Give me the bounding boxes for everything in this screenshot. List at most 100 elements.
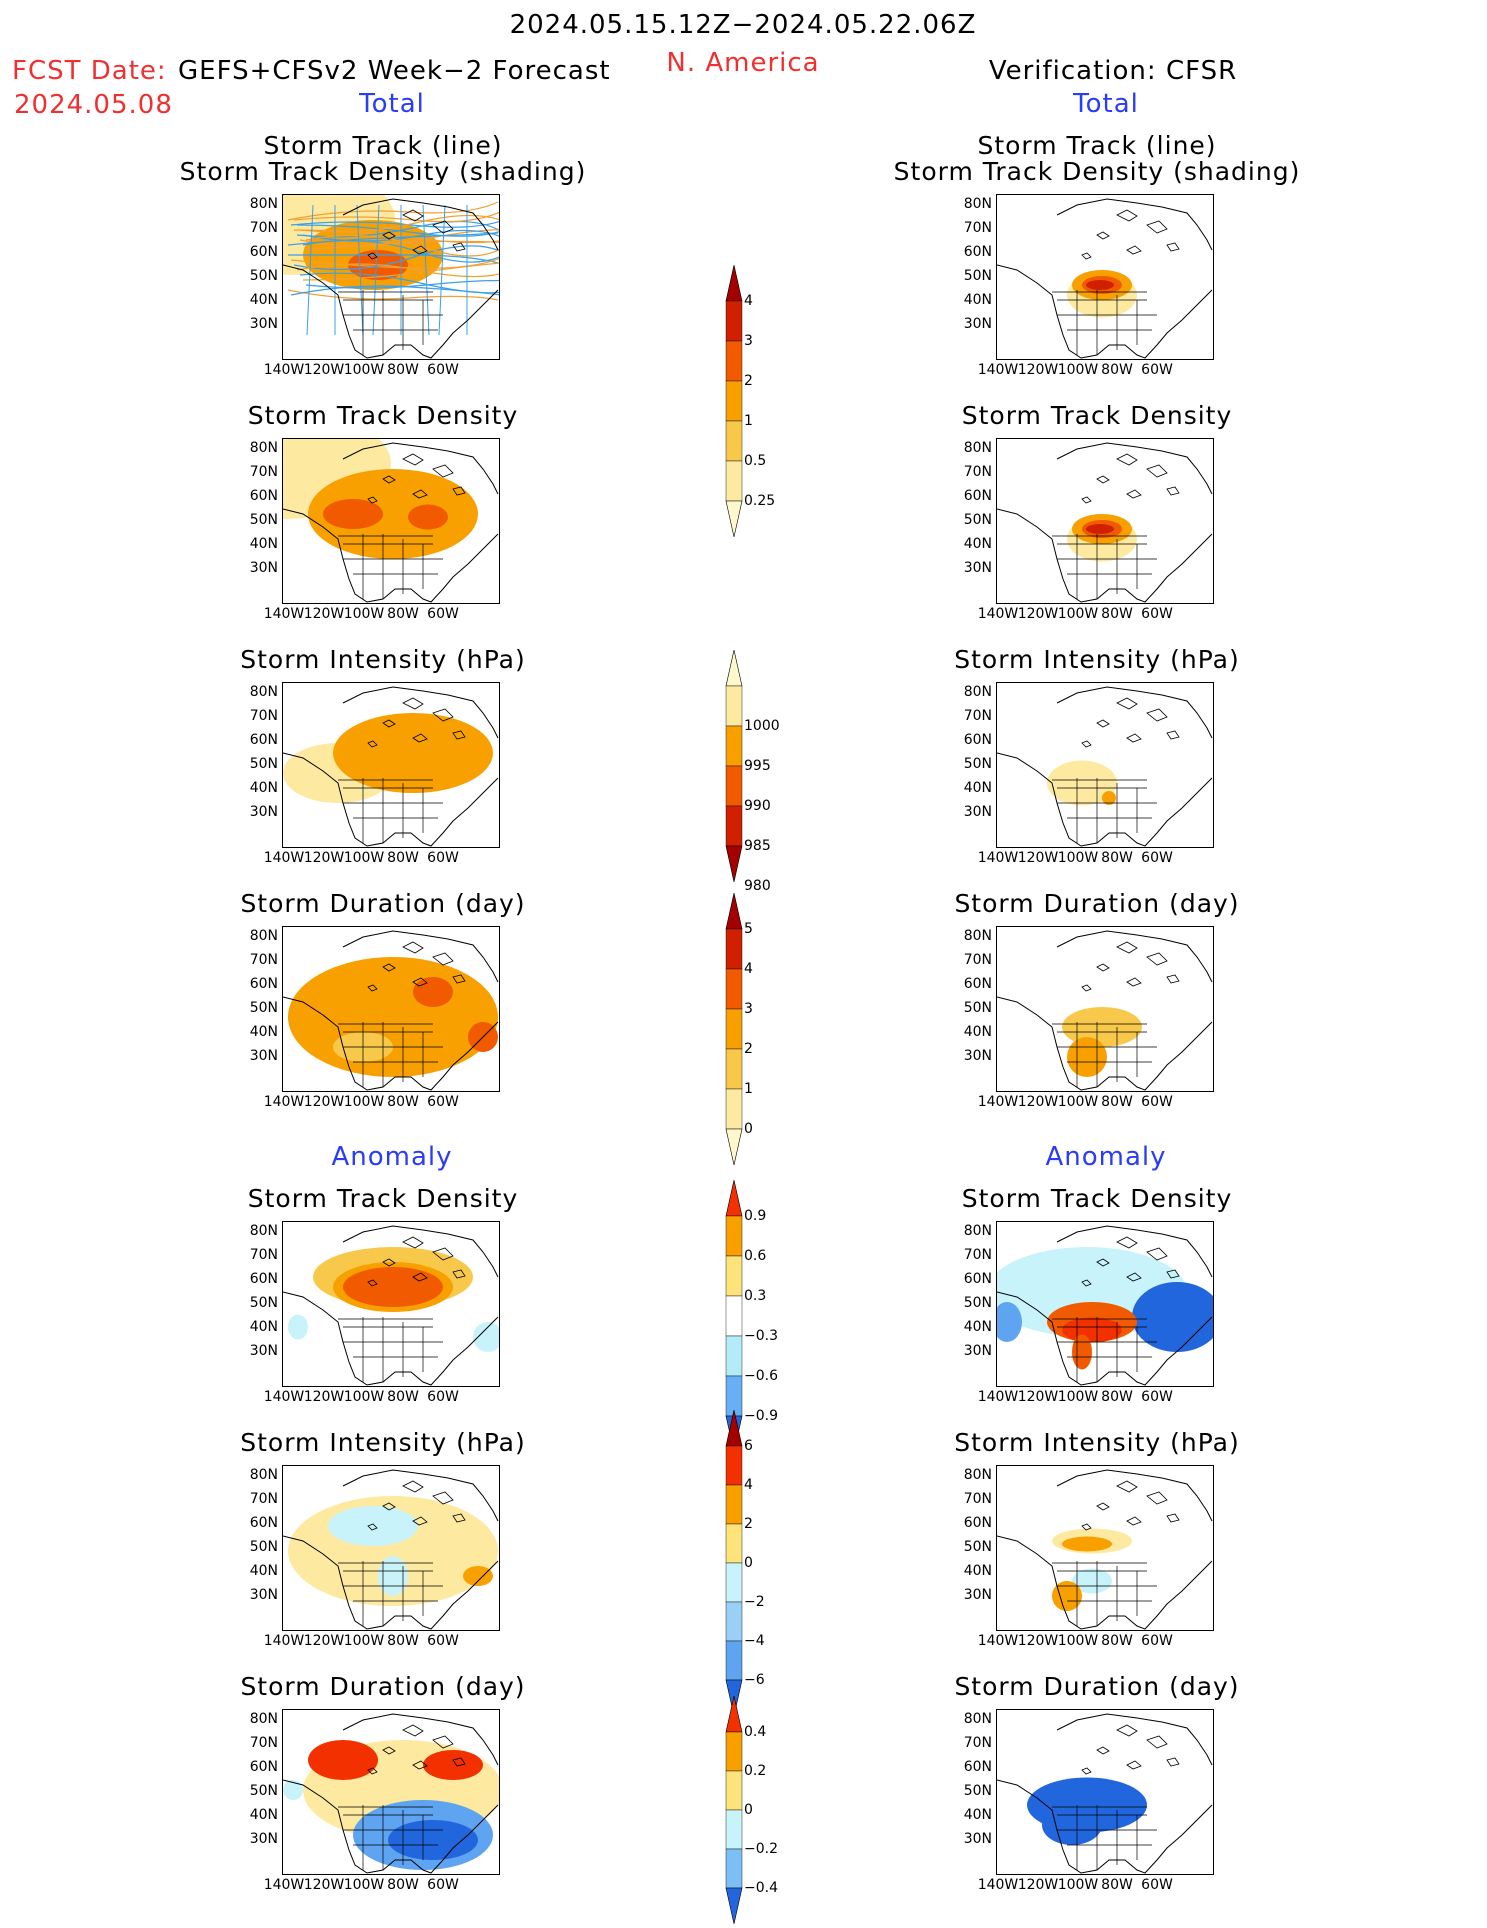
state-borders [1052, 1022, 1157, 1087]
lat-tick-label: 50N [963, 1783, 992, 1799]
colorbar-label: 2 [744, 1516, 753, 1532]
lon-tick-label: 80W [387, 850, 419, 866]
lat-tick-label: 30N [963, 1048, 992, 1064]
coastline [997, 930, 1213, 1091]
lat-tick-label: 60N [963, 488, 992, 504]
lon-tick-label: 140W [977, 362, 1019, 378]
colorbar-segment [725, 1848, 743, 1889]
lon-tick-label: 80W [387, 1877, 419, 1893]
map-track-right [996, 194, 1214, 360]
colorbar-label: −0.2 [744, 1841, 778, 1857]
lon-tick-label: 140W [977, 1877, 1019, 1893]
lat-tick-label: 70N [963, 1247, 992, 1263]
lat-tick-label: 30N [249, 560, 278, 576]
colorbar-segment [725, 725, 743, 767]
lon-tick-label: 120W [1017, 1633, 1059, 1649]
lon-tick-label: 100W [343, 850, 385, 866]
lat-tick-label: 70N [963, 708, 992, 724]
lon-tick-label: 120W [303, 1094, 345, 1110]
lat-tick-label: 30N [249, 1587, 278, 1603]
lat-tick-label: 70N [249, 708, 278, 724]
lon-tick-label: 140W [977, 1094, 1019, 1110]
colorbar-label: 0.25 [744, 493, 776, 509]
lon-tick-label: 140W [977, 1389, 1019, 1405]
lat-tick-label: 50N [249, 756, 278, 772]
lon-tick-label: 140W [263, 606, 305, 622]
lat-tick-label: 30N [249, 316, 278, 332]
lon-tick-label: 120W [1017, 1094, 1059, 1110]
coastline [283, 930, 499, 1091]
state-borders [1052, 290, 1157, 355]
colorbar-segment [725, 1809, 743, 1850]
lon-tick-label: 100W [1057, 1877, 1099, 1893]
lat-tick-label: 50N [963, 268, 992, 284]
lat-tick-label: 70N [963, 952, 992, 968]
storm-track-line [287, 289, 499, 301]
anomaly-label-right: Anomaly [1045, 1142, 1167, 1172]
lat-tick-label: 50N [963, 1295, 992, 1311]
arctic-islands [367, 1236, 466, 1287]
lon-tick-label: 60W [427, 1877, 459, 1893]
lat-tick-label: 70N [963, 220, 992, 236]
lat-tick-label: 60N [963, 1271, 992, 1287]
colorbar-segment [725, 380, 743, 422]
colorbar-label: 3 [744, 333, 753, 349]
arctic-islands [367, 453, 466, 504]
lat-tick-label: 70N [249, 952, 278, 968]
map-track-left [282, 194, 500, 360]
arctic-islands [1081, 697, 1180, 748]
lat-tick-label: 60N [963, 244, 992, 260]
lat-tick-label: 50N [249, 512, 278, 528]
colorbar-segment [725, 1484, 743, 1525]
title-duration-right: Storm Duration (day) [954, 889, 1240, 918]
coastline [283, 198, 499, 359]
colorbar-intensity_anom [724, 1409, 744, 1720]
colorbar-segment [725, 1295, 743, 1337]
lat-tick-label: 60N [249, 976, 278, 992]
colorbar-duration_anom [724, 1695, 744, 1928]
lat-tick-label: 80N [249, 1467, 278, 1483]
lon-tick-label: 80W [1101, 1389, 1133, 1405]
lon-tick-label: 80W [387, 1094, 419, 1110]
lat-tick-label: 80N [963, 684, 992, 700]
shade-region [1132, 1282, 1213, 1352]
lat-tick-label: 50N [249, 268, 278, 284]
coastline [283, 442, 499, 603]
storm-track-line [287, 232, 499, 246]
lon-tick-label: 80W [1101, 606, 1133, 622]
colorbar-segment [725, 340, 743, 382]
colorbar-label: 0.2 [744, 1763, 767, 1779]
shade-region [413, 977, 453, 1007]
lat-tick-label: 80N [963, 928, 992, 944]
lon-tick-label: 60W [1141, 1633, 1173, 1649]
state-borders [338, 1317, 443, 1382]
title-duration-anom-right: Storm Duration (day) [954, 1672, 1240, 1701]
lat-tick-label: 30N [249, 1048, 278, 1064]
colorbar-cap-top [725, 1409, 743, 1447]
lat-tick-label: 80N [249, 684, 278, 700]
lon-tick-label: 140W [263, 850, 305, 866]
shade-region [1047, 760, 1117, 806]
storm-track-line [296, 224, 499, 237]
shade-region [323, 499, 383, 529]
title-density-anom-right: Storm Track Density [961, 1184, 1233, 1213]
colorbar-label: 0.9 [744, 1208, 767, 1224]
lat-tick-label: 70N [963, 1491, 992, 1507]
colorbar-label: 995 [744, 758, 771, 774]
lon-tick-label: 120W [1017, 362, 1059, 378]
state-borders [338, 1561, 443, 1626]
lat-tick-label: 60N [249, 1759, 278, 1775]
storm-track-line [293, 211, 499, 223]
lat-tick-label: 60N [963, 1515, 992, 1531]
title-duration-anom-left: Storm Duration (day) [240, 1672, 526, 1701]
lon-tick-label: 100W [343, 1633, 385, 1649]
title-density-anom-left: Storm Track Density [247, 1184, 519, 1213]
colorbar-segment [725, 1215, 743, 1257]
lat-tick-label: 30N [249, 804, 278, 820]
lat-tick-label: 60N [249, 1271, 278, 1287]
state-borders [1052, 1561, 1157, 1626]
state-borders [1052, 534, 1157, 599]
lon-tick-label: 100W [343, 362, 385, 378]
lon-tick-label: 140W [263, 1094, 305, 1110]
shade-region [328, 1506, 418, 1546]
